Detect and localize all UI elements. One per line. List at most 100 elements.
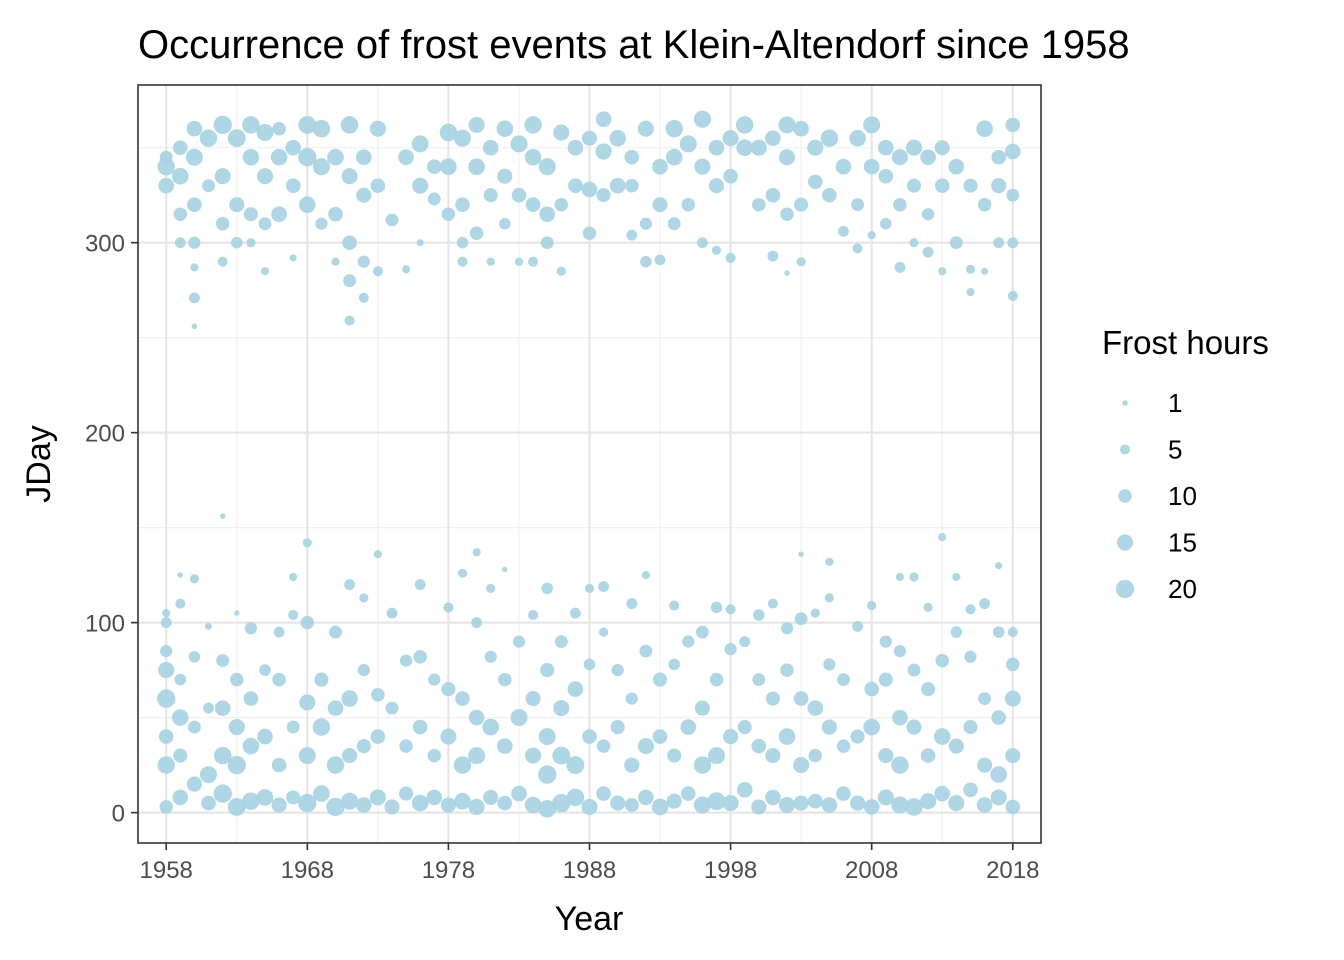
data-point (370, 178, 386, 194)
data-point (810, 608, 820, 618)
data-point (525, 197, 541, 213)
data-point (399, 739, 413, 753)
data-point (595, 143, 612, 160)
data-point (965, 604, 976, 615)
data-point (525, 691, 541, 707)
data-point (538, 765, 557, 784)
data-point (567, 681, 584, 697)
data-point (468, 747, 486, 765)
data-point (793, 757, 810, 774)
data-point (920, 793, 937, 810)
data-point (242, 792, 260, 810)
data-point (439, 123, 458, 142)
legend-key (1115, 579, 1135, 599)
data-point (850, 795, 866, 811)
data-point (976, 797, 993, 813)
legend-title: Frost hours (1102, 324, 1269, 361)
data-point (952, 572, 961, 582)
data-point (427, 748, 442, 763)
data-point (484, 650, 497, 663)
data-point (175, 598, 186, 609)
data-point (991, 149, 1007, 165)
data-point (991, 710, 1007, 725)
data-point (778, 116, 796, 134)
data-point (524, 116, 542, 134)
data-point (499, 217, 511, 230)
data-point (157, 689, 176, 708)
data-point (977, 757, 993, 773)
data-point (711, 245, 722, 255)
data-point (693, 796, 711, 814)
data-point (315, 217, 328, 230)
data-point (907, 663, 921, 677)
data-point (693, 756, 712, 774)
data-point (326, 797, 345, 817)
data-point (426, 789, 443, 806)
data-point (906, 719, 922, 735)
legend-key (1118, 489, 1132, 503)
data-point (710, 601, 723, 614)
data-point (598, 581, 610, 592)
data-point (386, 607, 398, 619)
data-point (271, 206, 287, 223)
data-point (455, 197, 470, 213)
data-point (979, 598, 991, 610)
data-point (995, 562, 1003, 570)
data-point (187, 720, 201, 734)
data-point (566, 756, 585, 775)
data-point (950, 626, 963, 638)
data-point (399, 786, 414, 801)
data-point (357, 255, 370, 268)
data-point (793, 795, 809, 811)
data-point (935, 653, 949, 668)
data-point (528, 609, 539, 621)
data-point (948, 738, 964, 754)
data-point (538, 728, 556, 746)
data-point (1006, 188, 1020, 202)
data-point (566, 788, 585, 807)
data-point (708, 139, 725, 156)
data-point (402, 265, 411, 274)
data-point (1006, 657, 1020, 672)
data-point (174, 237, 186, 249)
data-point (158, 662, 175, 679)
data-point (582, 226, 597, 240)
data-point (160, 617, 172, 629)
data-point (227, 755, 246, 775)
data-point (369, 789, 386, 806)
data-point (552, 793, 571, 813)
data-point (641, 571, 651, 580)
data-point (556, 266, 566, 276)
data-point (778, 728, 796, 745)
data-point (162, 609, 171, 618)
data-point (780, 207, 794, 221)
data-point (878, 672, 893, 687)
data-point (384, 799, 400, 815)
data-point (821, 797, 838, 813)
data-point (298, 148, 317, 167)
data-point (441, 682, 456, 697)
data-point (807, 139, 824, 156)
data-point (767, 250, 779, 262)
data-point (326, 756, 345, 774)
data-point (963, 782, 978, 798)
data-point (879, 635, 892, 648)
data-point (611, 663, 624, 677)
data-point (299, 694, 316, 711)
data-point (863, 718, 880, 736)
data-point (867, 600, 877, 611)
data-point (877, 139, 894, 156)
data-point (765, 187, 781, 203)
data-point (298, 793, 317, 813)
data-point (667, 217, 681, 231)
data-point (922, 246, 934, 258)
data-point (217, 256, 228, 267)
data-point (219, 513, 226, 519)
data-point (229, 197, 245, 213)
data-point (736, 139, 753, 156)
data-point (933, 728, 951, 745)
data-point (172, 709, 189, 726)
data-point (964, 650, 977, 663)
data-point (340, 116, 359, 134)
